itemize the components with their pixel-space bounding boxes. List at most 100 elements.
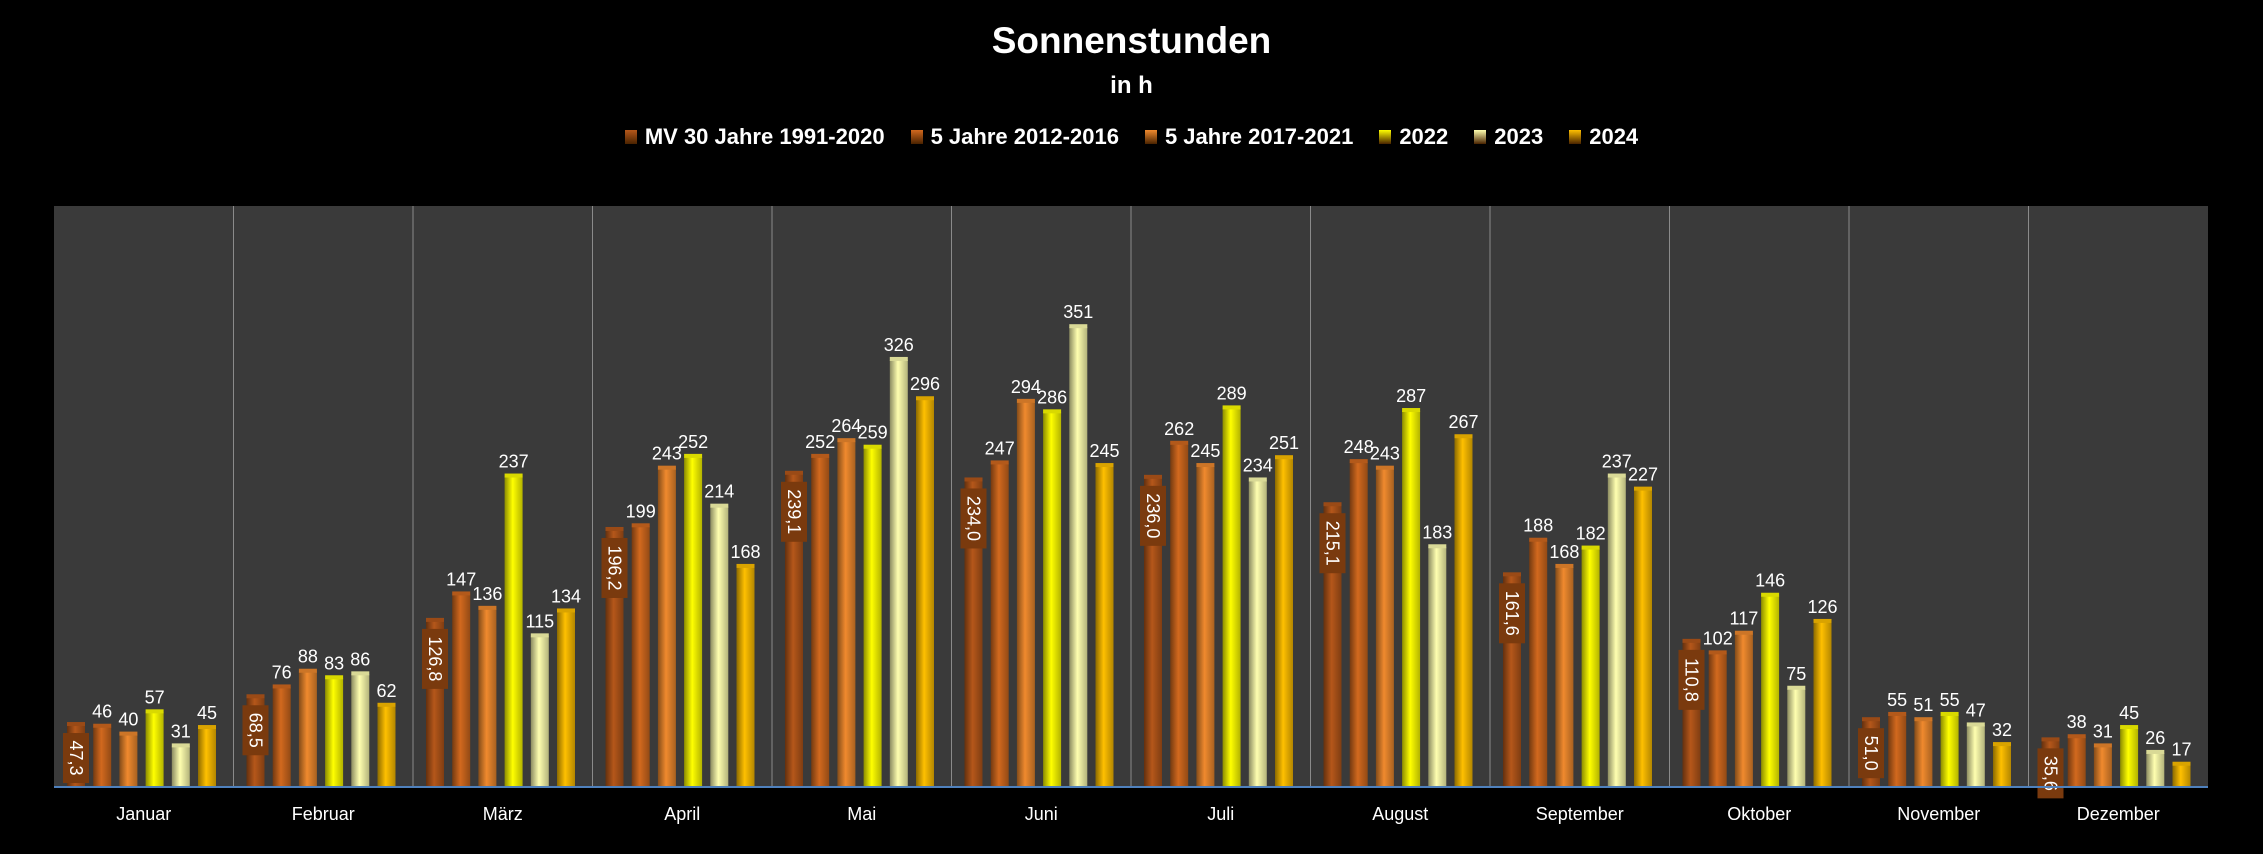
bar — [1607, 476, 1626, 787]
data-label: 32 — [1992, 720, 2012, 740]
bar — [1323, 505, 1342, 787]
bar-cap — [916, 396, 934, 401]
bar — [2067, 737, 2086, 787]
data-label: 296 — [910, 374, 940, 394]
bar — [325, 678, 344, 787]
data-label: 248 — [1344, 437, 1374, 457]
data-label: 289 — [1217, 383, 1247, 403]
bar-cap — [605, 526, 624, 531]
bar-cap — [863, 444, 882, 449]
bar — [1634, 489, 1652, 787]
bar-cap — [1607, 473, 1626, 478]
data-label: 351 — [1063, 302, 1093, 322]
x-tick-label: Dezember — [2077, 804, 2160, 824]
bar-cap — [1761, 592, 1780, 597]
bar — [1144, 477, 1162, 787]
bar-cap — [246, 694, 265, 699]
bar — [684, 456, 703, 787]
data-label: 183 — [1422, 522, 1452, 542]
bar — [119, 734, 138, 787]
data-label: 168 — [730, 542, 760, 562]
bar-cap — [504, 473, 523, 478]
data-label: 215,1 — [1323, 521, 1343, 566]
bar-cap — [2041, 737, 2060, 742]
legend-swatch — [1144, 130, 1157, 144]
bar-cap — [2093, 743, 2112, 748]
bar — [916, 399, 934, 787]
legend-label: MV 30 Jahre 1991-2020 — [644, 124, 885, 149]
x-tick-label: Juni — [1025, 804, 1058, 824]
bar — [1940, 714, 1959, 787]
bar — [631, 526, 650, 787]
bar-cap — [1222, 405, 1241, 410]
data-label: 234 — [1243, 455, 1273, 475]
bar — [837, 441, 856, 787]
bar-cap — [1993, 742, 2011, 747]
bar-cap — [1734, 630, 1753, 635]
bar-cap — [1813, 618, 1832, 623]
bar-cap — [1196, 463, 1215, 468]
bar-cap — [889, 356, 908, 361]
bar — [377, 705, 396, 787]
bar-cap — [1914, 717, 1933, 722]
bar — [1069, 327, 1088, 787]
bar — [530, 636, 549, 787]
bar — [478, 608, 497, 787]
legend-swatch — [1474, 130, 1487, 144]
bar-cap — [710, 503, 729, 508]
bar-cap — [298, 668, 317, 673]
bar — [145, 712, 164, 787]
bar-cap — [1708, 650, 1727, 655]
data-label: 214 — [704, 482, 734, 502]
data-label: 126 — [1807, 597, 1837, 617]
data-label: 287 — [1396, 386, 1426, 406]
data-label: 115 — [525, 611, 554, 631]
data-label: 251 — [1269, 433, 1299, 453]
data-label: 55 — [1887, 690, 1907, 710]
legend: MV 30 Jahre 1991-2020 5 Jahre 2012-2016 5 … — [0, 124, 2263, 150]
data-label: 31 — [171, 721, 191, 741]
data-label: 237 — [1602, 452, 1632, 472]
data-label: 75 — [1786, 664, 1806, 684]
chart-subtitle: in h — [1110, 72, 1153, 99]
bar-cap — [1940, 711, 1959, 716]
bar-cap — [1634, 486, 1652, 491]
bar — [1966, 725, 1985, 787]
bar-cap — [1069, 324, 1088, 329]
bar-cap — [1862, 717, 1880, 722]
bar — [1888, 714, 1907, 787]
data-label: 31 — [2093, 721, 2113, 741]
bar-cap — [1888, 711, 1907, 716]
legend-item: 2024 — [1569, 124, 1638, 150]
bar — [1555, 566, 1574, 787]
bar-cap — [171, 743, 190, 748]
data-label: 117 — [1730, 609, 1759, 629]
bar — [1248, 480, 1267, 787]
data-label: 45 — [2119, 703, 2139, 723]
data-label: 267 — [1448, 412, 1478, 432]
bar-cap — [657, 465, 676, 470]
legend-item: 5 Jahre 2012-2016 — [910, 124, 1119, 150]
bar — [1043, 412, 1062, 787]
bar-cap — [964, 477, 983, 482]
bar — [964, 480, 983, 787]
data-label: 259 — [858, 423, 888, 443]
bar — [1708, 653, 1727, 787]
bar — [1734, 633, 1753, 787]
data-label: 294 — [1011, 377, 1041, 397]
data-label-box — [1140, 485, 1166, 546]
data-label: 38 — [2067, 712, 2087, 732]
data-label: 57 — [145, 687, 165, 707]
bar — [452, 594, 471, 787]
bar — [1222, 408, 1241, 787]
data-label: 45 — [197, 703, 217, 723]
bar-cap — [272, 684, 291, 689]
data-label: 88 — [298, 647, 318, 667]
bar — [2120, 728, 2139, 787]
bar — [1993, 745, 2011, 787]
bar — [1529, 540, 1548, 787]
data-label-box — [601, 537, 628, 598]
data-label: 35,6 — [2041, 756, 2061, 791]
bar-cap — [67, 722, 85, 727]
data-label: 237 — [499, 452, 529, 472]
